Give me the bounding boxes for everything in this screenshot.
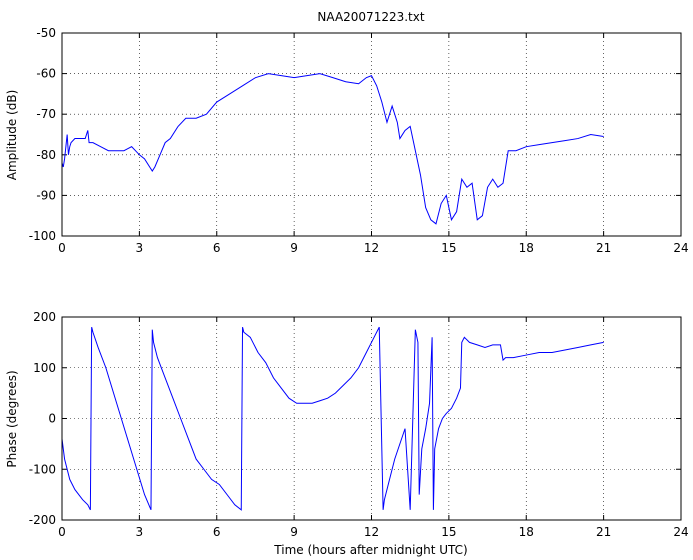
phase-plot-area <box>62 317 681 520</box>
amplitude-y-tick-label: -70 <box>36 107 56 121</box>
x-axis-label: Time (hours after midnight UTC) <box>273 543 467 557</box>
amplitude-x-tick-labels: 0 3 6 9 12 15 18 21 24 <box>58 241 688 255</box>
amplitude-x-tick-label: 15 <box>441 241 456 255</box>
phase-x-tick-label: 9 <box>290 525 298 539</box>
amplitude-y-axis-label: Amplitude (dB) <box>5 90 19 181</box>
phase-x-tick-label: 12 <box>364 525 379 539</box>
amplitude-x-tick-label: 9 <box>290 241 298 255</box>
amplitude-y-tick-label: -50 <box>36 26 56 40</box>
phase-x-tick-label: 21 <box>596 525 611 539</box>
phase-y-tick-label: 200 <box>33 310 56 324</box>
phase-y-tick-label: 100 <box>33 361 56 375</box>
amplitude-axes-box <box>61 32 682 237</box>
phase-y-tick-label: 0 <box>48 412 56 426</box>
phase-y-tick-label: -100 <box>29 462 56 476</box>
chart-title: NAA20071223.txt <box>317 10 424 24</box>
amplitude-y-tick-label: -80 <box>36 148 56 162</box>
amplitude-plot-area <box>62 33 681 236</box>
amplitude-panel: NAA20071223.txt 0 3 6 9 12 15 18 21 24 -100 -90 -8… <box>5 10 689 255</box>
phase-y-tick-labels: -200 -100 0 100 200 <box>29 310 56 527</box>
amplitude-x-tick-label: 12 <box>364 241 379 255</box>
amplitude-y-tick-label: -100 <box>29 229 56 243</box>
phase-x-tick-labels: 0 3 6 9 12 15 18 21 24 <box>58 525 688 539</box>
amplitude-y-tick-labels: -100 -90 -80 -70 -60 -50 <box>29 26 56 243</box>
amplitude-x-tick-label: 3 <box>136 241 144 255</box>
amplitude-x-tick-label: 24 <box>673 241 688 255</box>
phase-x-tick-label: 18 <box>519 525 534 539</box>
amplitude-x-tick-label: 18 <box>519 241 534 255</box>
phase-y-axis-label: Phase (degrees) <box>5 370 19 467</box>
phase-series-line <box>61 326 604 511</box>
phase-y-tick-label: -200 <box>29 513 56 527</box>
amplitude-y-tick-label: -60 <box>36 67 56 81</box>
phase-x-tick-label: 0 <box>58 525 66 539</box>
amplitude-x-tick-label: 6 <box>213 241 221 255</box>
phase-axes-box <box>61 316 682 521</box>
phase-x-tick-label: 15 <box>441 525 456 539</box>
phase-x-tick-label: 24 <box>673 525 688 539</box>
amplitude-y-tick-label: -90 <box>36 188 56 202</box>
amplitude-x-tick-label: 21 <box>596 241 611 255</box>
amplitude-series-line <box>61 73 604 225</box>
phase-panel: 0 3 6 9 12 15 18 21 24 -200 -100 0 100 200 Phase (de… <box>5 310 689 557</box>
phase-x-tick-label: 6 <box>213 525 221 539</box>
amplitude-x-tick-label: 0 <box>58 241 66 255</box>
phase-x-tick-label: 3 <box>136 525 144 539</box>
